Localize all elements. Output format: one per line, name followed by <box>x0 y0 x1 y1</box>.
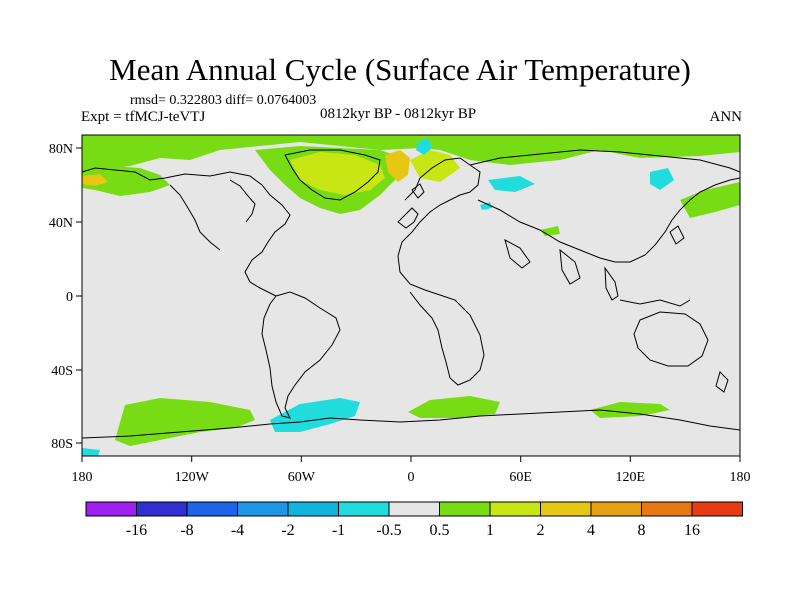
colorbar-swatch <box>490 502 541 516</box>
lon-tick-label: 180 <box>730 470 751 485</box>
southeast-asia-coast <box>604 266 619 301</box>
siberia-cyan-region <box>488 176 535 192</box>
lat-tick-marks <box>76 147 82 444</box>
north-pacific-green-region <box>680 182 740 218</box>
alaska-green-region <box>82 166 170 196</box>
british-isles-coast <box>411 183 425 199</box>
period-label: 0812kyr BP - 0812kyr BP <box>320 106 477 122</box>
south-america-coast <box>261 291 341 419</box>
colorbar-swatch <box>288 502 339 516</box>
lat-tick-label: 40S <box>51 364 73 379</box>
colorbar-label: -4 <box>231 522 244 539</box>
coastlines <box>82 149 740 439</box>
colorbar-label: 8 <box>638 522 646 539</box>
bering-orange-region <box>82 174 108 186</box>
southern-atlantic-green-region <box>408 396 500 418</box>
greenland-coast <box>284 149 381 201</box>
colorbar-label: 1 <box>486 522 494 539</box>
colorbar-label: -0.5 <box>376 522 401 539</box>
japan-coast <box>669 225 685 245</box>
colorbar-label: -8 <box>180 522 193 539</box>
antarctica-coast <box>82 409 740 439</box>
asia-south-east-coast <box>477 177 740 263</box>
europe-africa-coast <box>397 157 485 386</box>
stats-readout: rmsd= 0.322803 diff= 0.0764003 <box>130 93 317 108</box>
lon-tick-label: 60W <box>288 470 316 485</box>
colorbar: -16 -8 -4 -2 -1 -0.5 0.5 1 2 4 8 16 <box>85 501 743 539</box>
southern-indian-green-region <box>590 402 670 418</box>
lon-tick-label: 120W <box>175 470 210 485</box>
colorbar-swatch <box>237 502 288 516</box>
lat-tick-label: 80S <box>51 437 73 452</box>
colorbar-swatch <box>692 502 743 516</box>
colorbar-swatch <box>389 502 440 516</box>
chart-title: Mean Annual Cycle (Surface Air Temperatu… <box>109 52 691 87</box>
colorbar-label: -1 <box>332 522 345 539</box>
colorbar-swatch <box>136 502 187 516</box>
colorbar-swatch <box>338 502 389 516</box>
north-america-coast <box>82 167 291 297</box>
new-zealand-coast <box>715 371 729 393</box>
ross-cyan-spot <box>82 448 100 456</box>
colorbar-swatch <box>641 502 692 516</box>
weddell-cyan-region <box>270 398 360 432</box>
colorbar-label: 16 <box>684 522 700 539</box>
indonesia-coast <box>619 299 691 307</box>
arabia-coast <box>504 239 531 269</box>
colorbar-label: -2 <box>281 522 294 539</box>
lat-tick-label: 80N <box>49 142 73 157</box>
arctic-green-region <box>82 135 740 172</box>
anomaly-fields <box>82 135 740 456</box>
australia-coast <box>633 311 709 367</box>
iberia-coast <box>397 207 419 229</box>
hudson-bay-coast <box>229 179 256 223</box>
west-coast-north-america <box>169 184 221 251</box>
colorbar-swatch <box>86 502 137 516</box>
colorbar-label: 2 <box>537 522 545 539</box>
lon-tick-marks <box>81 456 741 462</box>
lat-tick-label: 0 <box>66 290 73 305</box>
east-siberia-cyan-region <box>650 168 674 190</box>
europe-cyan-spot <box>480 202 492 210</box>
india-coast <box>559 248 581 285</box>
colorbar-label: 0.5 <box>430 522 450 539</box>
lon-tick-label: 120E <box>616 470 646 485</box>
colorbar-swatch <box>439 502 490 516</box>
experiment-label: Expt = tfMCJ-teVTJ <box>81 109 206 125</box>
lon-tick-label: 60E <box>509 470 532 485</box>
colorbar-label: -16 <box>126 522 147 539</box>
colorbar-label: 4 <box>587 522 595 539</box>
colorbar-swatch <box>187 502 238 516</box>
colorbar-frame <box>85 501 743 517</box>
colorbar-swatch <box>540 502 591 516</box>
lon-tick-label: 180 <box>72 470 93 485</box>
asia-arctic-coast <box>469 149 740 173</box>
arctic-cyan-spot <box>416 138 432 155</box>
colorbar-swatch <box>591 502 642 516</box>
greenland-orange-region <box>385 150 410 182</box>
lon-tick-label: 0 <box>408 470 415 485</box>
greenland-yellow-region <box>290 152 385 195</box>
lat-tick-label: 40N <box>49 216 73 231</box>
season-label: ANN <box>709 109 743 125</box>
